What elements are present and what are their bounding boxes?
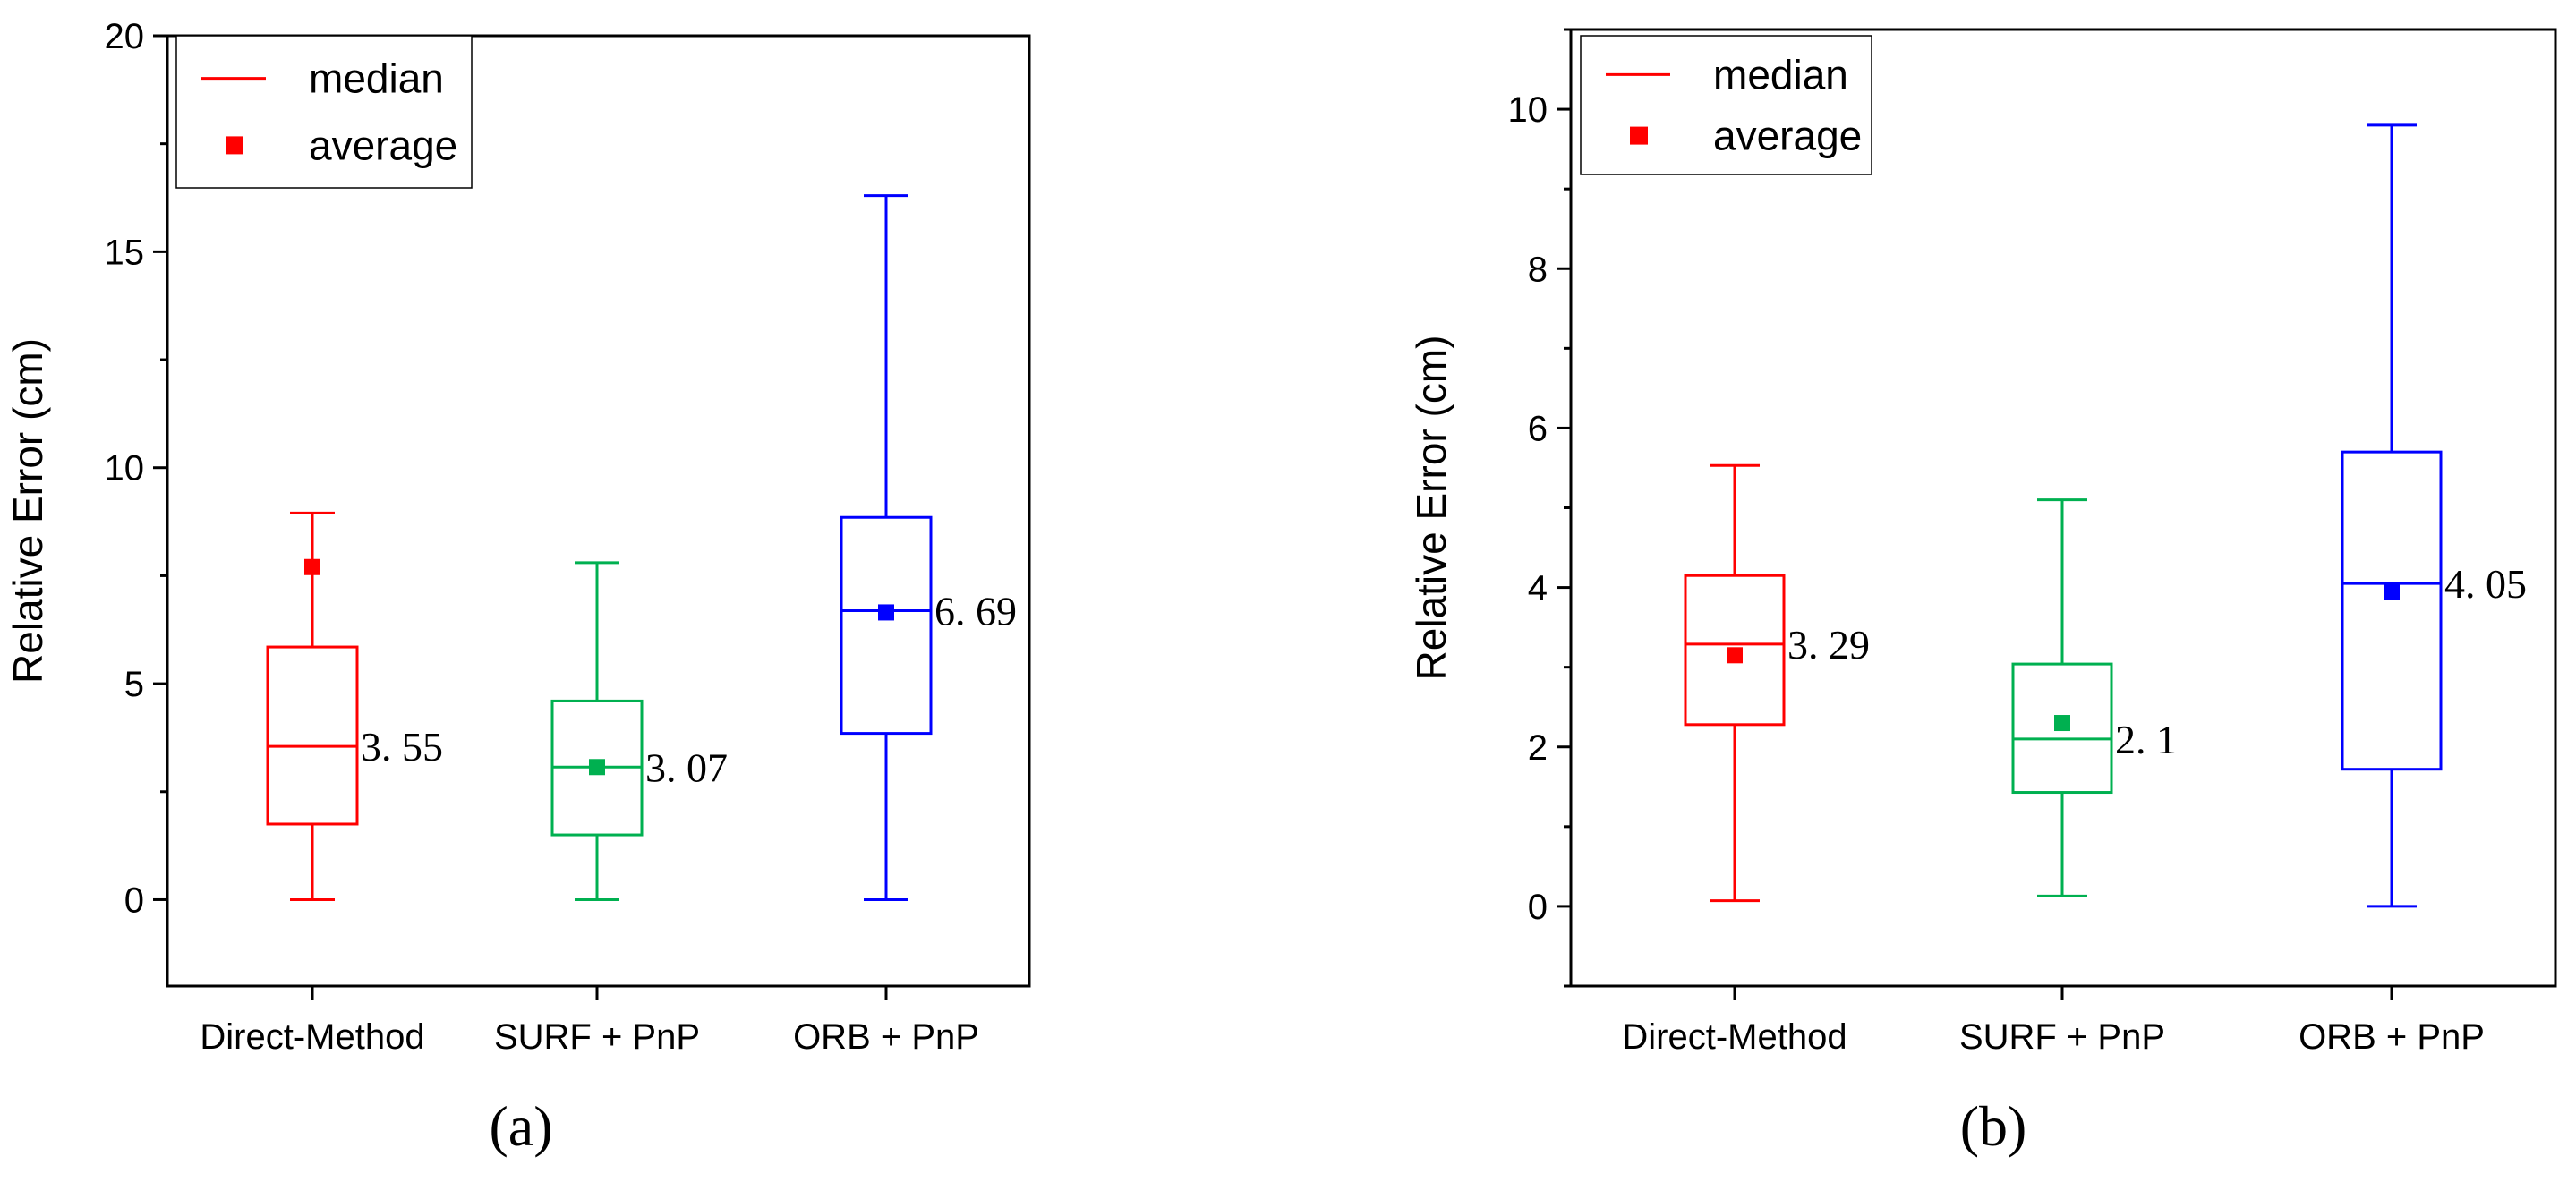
median-value-label: 3. 29 [1787, 622, 1870, 668]
x-tick-label: ORB + PnP [793, 1017, 979, 1057]
x-tick-label: Direct-Method [200, 1017, 424, 1057]
median-value-label: 4. 05 [2444, 561, 2527, 607]
legend-average-label: average [309, 122, 457, 168]
iqr-box [840, 515, 933, 736]
y-axis-title: Relative Error (cm) [1408, 336, 1454, 681]
iqr-box [2011, 662, 2113, 795]
y-tick-label: 4 [1528, 569, 1548, 608]
legend-average-swatch [226, 136, 243, 155]
box-series-direct-method: 3. 55 [266, 511, 443, 901]
box-series-direct-method: 3. 29 [1684, 463, 1870, 903]
average-marker [589, 759, 605, 776]
y-tick-label: 20 [105, 17, 145, 56]
iqr-box [2341, 450, 2443, 771]
average-marker [2384, 583, 2400, 600]
y-tick-label: 8 [1528, 250, 1548, 289]
x-tick-label: SURF + PnP [494, 1017, 700, 1057]
legend: median average [1580, 35, 1872, 175]
median-value-label: 6. 69 [934, 589, 1017, 634]
y-tick-label: 5 [124, 665, 144, 704]
panel-label: (a) [489, 1094, 552, 1158]
y-tick-label: 10 [1508, 90, 1548, 130]
chart-panel-b: 0 2 4 6 8 10 Relative Error (cm) Direct-Method S… [1408, 28, 2557, 1158]
legend-average-label: average [1713, 113, 1862, 159]
x-tick-label: ORB + PnP [2299, 1017, 2485, 1057]
y-tick-label: 10 [105, 449, 145, 489]
x-tick-label: SURF + PnP [1959, 1017, 2165, 1057]
y-tick-label: 0 [1528, 888, 1548, 927]
y-tick-label: 15 [105, 233, 145, 272]
legend-frame [1580, 35, 1872, 175]
average-marker [878, 604, 894, 621]
y-tick-label: 6 [1528, 409, 1548, 448]
legend-frame [175, 35, 473, 189]
box-series-surf-pnp: 2. 1 [2011, 498, 2177, 897]
iqr-box [266, 645, 359, 826]
average-marker [1727, 647, 1743, 664]
box-series-orb-pnp: 4. 05 [2341, 123, 2527, 908]
box-series-orb-pnp: 6. 69 [840, 194, 1017, 901]
iqr-box [1684, 574, 1786, 727]
y-tick-label: 0 [124, 880, 144, 920]
legend-average-swatch [1630, 126, 1648, 145]
chart-panel-a: 0 5 10 15 20 Relative Error (cm) Direct-Method… [4, 17, 1031, 1158]
legend-median-label: median [309, 55, 444, 102]
median-value-label: 2. 1 [2115, 717, 2177, 762]
legend-median-label: median [1713, 51, 1848, 98]
x-tick-label: Direct-Method [1622, 1017, 1847, 1057]
y-axis-title: Relative Error (cm) [4, 338, 51, 684]
median-value-label: 3. 07 [645, 744, 728, 790]
panel-label: (b) [1960, 1094, 2027, 1158]
y-tick-label: 2 [1528, 728, 1548, 768]
average-marker [2054, 715, 2070, 732]
median-value-label: 3. 55 [361, 724, 443, 770]
average-marker [304, 558, 320, 575]
legend: median average [175, 35, 473, 189]
box-series-surf-pnp: 3. 07 [550, 561, 728, 901]
